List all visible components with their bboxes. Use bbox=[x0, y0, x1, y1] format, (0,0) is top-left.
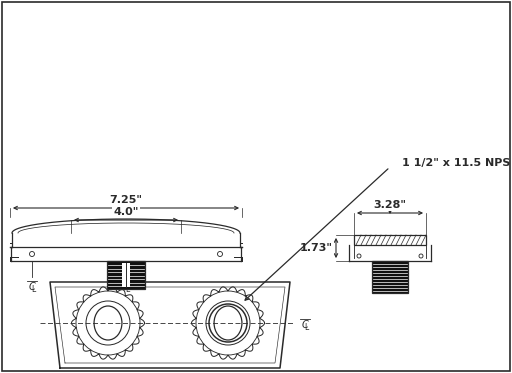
Text: 4.0": 4.0" bbox=[113, 207, 139, 217]
Bar bbox=[354, 235, 426, 245]
Text: 1 1/2" x 11.5 NPS: 1 1/2" x 11.5 NPS bbox=[401, 158, 510, 168]
Text: L: L bbox=[125, 285, 130, 294]
Text: $\mathit{C}$: $\mathit{C}$ bbox=[301, 318, 309, 330]
Bar bbox=[122, 263, 130, 287]
Text: $\mathit{C}$: $\mathit{C}$ bbox=[386, 280, 394, 292]
Text: L: L bbox=[304, 323, 309, 332]
Text: 1.73": 1.73" bbox=[300, 243, 333, 253]
Bar bbox=[107, 261, 145, 289]
Bar bbox=[372, 261, 408, 293]
Text: 7.25": 7.25" bbox=[110, 195, 142, 205]
Text: $\mathit{C}$: $\mathit{C}$ bbox=[122, 280, 131, 292]
Text: L: L bbox=[31, 285, 36, 294]
Text: $\mathit{C}$: $\mathit{C}$ bbox=[28, 280, 36, 292]
Text: L: L bbox=[389, 285, 394, 294]
Text: 3.28": 3.28" bbox=[373, 200, 407, 210]
